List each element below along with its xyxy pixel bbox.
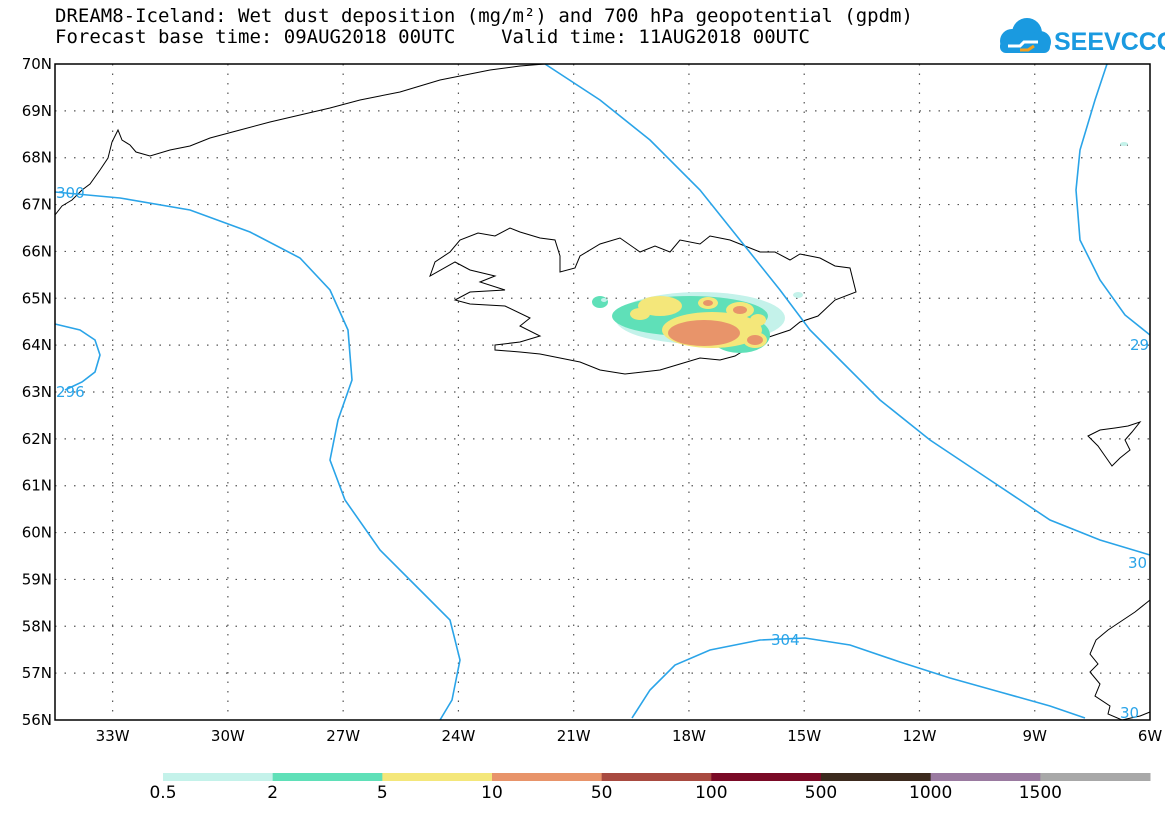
lat-label: 68N xyxy=(22,149,52,167)
lon-label: 12W xyxy=(903,727,937,745)
dust-deposition xyxy=(592,142,1128,353)
colorbar-tick-label: 5 xyxy=(376,783,388,803)
lat-label: 61N xyxy=(22,477,52,495)
graticule xyxy=(55,64,1150,720)
lat-label: 67N xyxy=(22,196,52,214)
colorbar-segment xyxy=(492,773,603,781)
colorbar-segment xyxy=(930,773,1041,781)
contour-label: 296 xyxy=(56,383,85,401)
colorbar-segment xyxy=(382,773,493,781)
contour-304 xyxy=(631,637,1086,719)
lon-label: 24W xyxy=(441,727,475,745)
contour-labels: 300 296 304 29 30 30 xyxy=(56,184,1149,722)
lat-label: 58N xyxy=(22,617,52,635)
lat-label: 64N xyxy=(22,336,52,354)
longitude-labels: 33W 30W 27W 24W 21W 18W 15W 12W 9W 6W xyxy=(96,727,1163,745)
logo-text: SEEVCCC xyxy=(1054,28,1165,56)
iceland-coast xyxy=(429,227,857,375)
lon-label: 33W xyxy=(96,727,130,745)
colorbar-tick-label: 1000 xyxy=(909,783,953,803)
lon-label: 15W xyxy=(787,727,821,745)
contour-label: 304 xyxy=(771,631,800,649)
contour-label: 30 xyxy=(1128,554,1147,572)
lon-label: 21W xyxy=(557,727,591,745)
contour-300-west xyxy=(54,191,461,721)
colorbar-tick-label: 10 xyxy=(481,783,503,803)
lon-label: 18W xyxy=(672,727,706,745)
lat-label: 59N xyxy=(22,570,52,588)
lat-label: 62N xyxy=(22,430,52,448)
lat-label: 56N xyxy=(22,711,52,729)
colorbar-segment xyxy=(711,773,822,781)
map-title: DREAM8-Iceland: Wet dust deposition (mg/… xyxy=(55,5,913,27)
contour-296-west xyxy=(54,323,101,391)
coastlines xyxy=(54,63,1151,721)
lon-label: 6W xyxy=(1138,727,1163,745)
lat-label: 63N xyxy=(22,383,52,401)
lon-label: 30W xyxy=(211,727,245,745)
contour-label: 30 xyxy=(1120,704,1139,722)
seevccc-logo: SEEVCCC xyxy=(1000,18,1165,56)
geopotential-contours xyxy=(54,63,1151,721)
lon-label: 27W xyxy=(326,727,360,745)
contour-label: 29 xyxy=(1130,336,1149,354)
colorbar-tick-label: 100 xyxy=(695,783,728,803)
cloud-icon xyxy=(1000,18,1051,53)
lon-label: 9W xyxy=(1023,727,1048,745)
map-subtitle: Forecast base time: 09AUG2018 00UTC Vali… xyxy=(55,26,810,48)
map-frame xyxy=(54,63,1151,721)
colorbar-tick-label: 0.5 xyxy=(149,783,177,803)
latitude-labels: 70N 69N 68N 67N 66N 65N 64N 63N 62N 61N 60N 59N 58N 5… xyxy=(22,55,52,729)
colorbar-segment xyxy=(601,773,712,781)
lat-label: 69N xyxy=(22,102,52,120)
colorbar xyxy=(163,773,1151,781)
lat-label: 57N xyxy=(22,664,52,682)
greenland-coast xyxy=(54,63,546,216)
lat-label: 60N xyxy=(22,524,52,542)
colorbar-segment xyxy=(272,773,383,781)
lat-label: 66N xyxy=(22,242,52,260)
colorbar-tick-label: 500 xyxy=(804,783,838,803)
faroe-islands xyxy=(1087,420,1142,467)
contour-mid xyxy=(544,63,1151,556)
colorbar-segment xyxy=(821,773,932,781)
colorbar-tick-label: 1500 xyxy=(1018,783,1062,803)
colorbar-segment xyxy=(163,773,274,781)
contour-east xyxy=(1075,63,1151,336)
colorbar-tick-label: 50 xyxy=(590,783,613,803)
contour-label: 300 xyxy=(56,184,85,202)
scotland-coast xyxy=(1089,599,1151,721)
colorbar-segment xyxy=(1040,773,1151,781)
colorbar-tick-label: 2 xyxy=(267,783,279,803)
lat-label: 70N xyxy=(22,55,52,73)
lat-label: 65N xyxy=(22,289,52,307)
